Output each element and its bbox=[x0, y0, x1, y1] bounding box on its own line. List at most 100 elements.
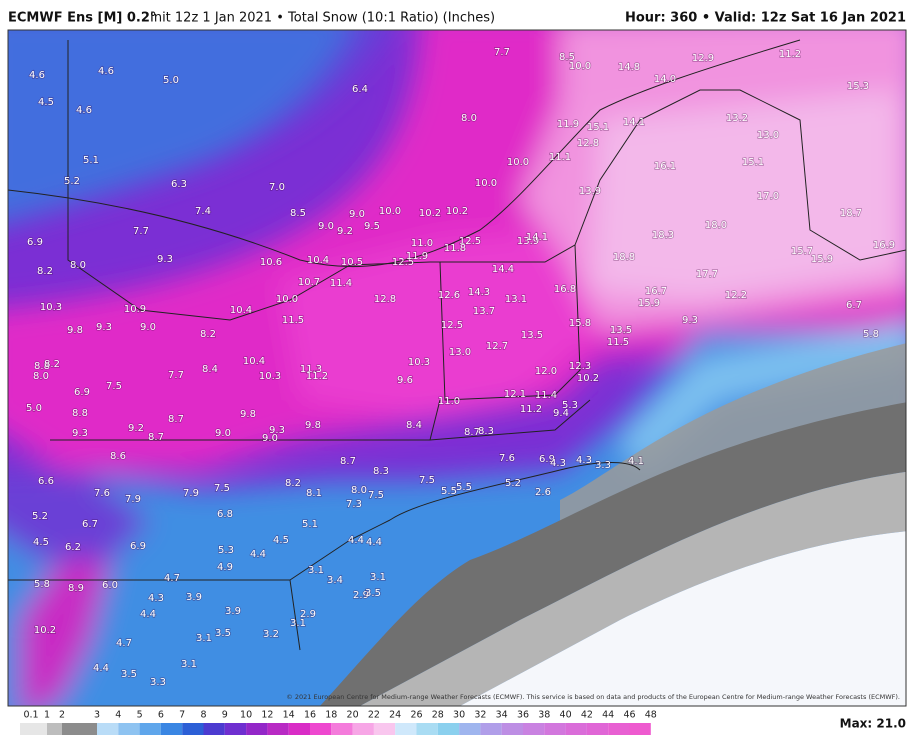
snow-total-label: 8.2 bbox=[37, 266, 53, 277]
snow-total-label: 7.4 bbox=[195, 206, 211, 217]
snow-total-label: 10.6 bbox=[260, 257, 282, 268]
colorbar-swatch bbox=[586, 723, 609, 735]
snow-total-label: 9.0 bbox=[140, 322, 156, 333]
snow-total-label: 7.9 bbox=[125, 494, 141, 505]
snow-total-label: 15.9 bbox=[638, 298, 660, 309]
colorbar-swatch bbox=[288, 723, 310, 735]
max-value: Max: 21.0 bbox=[840, 717, 906, 731]
snow-total-label: 6.9 bbox=[539, 454, 555, 465]
colorbar-tick-label: 40 bbox=[560, 710, 572, 721]
snow-total-label: 15.1 bbox=[587, 122, 609, 133]
snow-total-label: 3.9 bbox=[186, 592, 202, 603]
colorbar-tick-label: 12 bbox=[261, 710, 273, 721]
snow-total-label: 11.2 bbox=[306, 371, 328, 382]
snow-total-label: 9.0 bbox=[349, 209, 365, 220]
snow-total-label: 8.6 bbox=[110, 451, 126, 462]
snow-total-label: 3.5 bbox=[121, 669, 137, 680]
colorbar-tick-label: 36 bbox=[517, 710, 529, 721]
snow-total-label: 12.1 bbox=[504, 389, 526, 400]
snow-total-label: 7.5 bbox=[419, 475, 435, 486]
colorbar-tick-label: 14 bbox=[283, 710, 295, 721]
colorbar-tick-label: 38 bbox=[538, 710, 550, 721]
colorbar-swatch bbox=[20, 723, 47, 735]
colorbar-swatch bbox=[501, 723, 523, 735]
snow-total-label: 18.8 bbox=[613, 252, 635, 263]
colorbar-tick-label: 32 bbox=[474, 710, 486, 721]
snow-total-label: 14.0 bbox=[654, 74, 676, 85]
snow-total-label: 8.3 bbox=[478, 426, 494, 437]
snow-total-label: 10.7 bbox=[298, 277, 320, 288]
snow-total-label: 8.4 bbox=[202, 364, 218, 375]
snow-total-label: 9.2 bbox=[337, 226, 353, 237]
snow-total-label: 3.1 bbox=[290, 618, 306, 629]
colorbar-tick-label: 2 bbox=[59, 710, 65, 721]
snow-total-label: 7.7 bbox=[168, 370, 184, 381]
colorbar-tick-label: 10 bbox=[240, 710, 252, 721]
snow-total-label: 10.2 bbox=[419, 208, 441, 219]
snow-total-label: 4.3 bbox=[576, 455, 592, 466]
snow-total-label: 9.0 bbox=[318, 221, 334, 232]
snow-total-label: 11.5 bbox=[607, 337, 629, 348]
snow-total-label: 11.5 bbox=[282, 315, 304, 326]
snow-total-label: 9.2 bbox=[128, 423, 144, 434]
snow-total-label: 14.1 bbox=[623, 117, 645, 128]
snow-total-label: 12.6 bbox=[438, 290, 460, 301]
snow-total-label: 6.9 bbox=[27, 237, 43, 248]
colorbar-swatch bbox=[416, 723, 438, 735]
colorbar-swatch bbox=[267, 723, 289, 735]
snow-total-label: 7.6 bbox=[94, 488, 110, 499]
snow-total-label: 12.8 bbox=[577, 138, 599, 149]
snow-total-label: 17.0 bbox=[757, 191, 779, 202]
colorbar-swatch bbox=[224, 723, 247, 735]
snow-total-label: 8.7 bbox=[340, 456, 356, 467]
snow-total-label: 8.0 bbox=[461, 113, 477, 124]
snow-total-label: 4.3 bbox=[550, 458, 566, 469]
snow-total-label: 18.7 bbox=[840, 208, 862, 219]
snow-total-label: 14.1 bbox=[526, 232, 548, 243]
colorbar-swatch bbox=[523, 723, 545, 735]
colorbar-swatch bbox=[459, 723, 481, 735]
colorbar-tick-label: 18 bbox=[325, 710, 337, 721]
colorbar-swatch bbox=[203, 723, 225, 735]
snow-total-label: 8.8 bbox=[34, 361, 50, 372]
snow-total-label: 3.2 bbox=[263, 629, 279, 640]
snow-total-label: 10.4 bbox=[307, 255, 329, 266]
colorbar-swatch bbox=[246, 723, 268, 735]
colorbar-tick-label: 24 bbox=[389, 710, 401, 721]
snow-total-label: 11.9 bbox=[406, 251, 428, 262]
snow-total-label: 8.0 bbox=[351, 485, 367, 496]
snow-total-label: 5.2 bbox=[505, 478, 521, 489]
snow-total-label: 11.4 bbox=[330, 278, 352, 289]
ocean-band-darker bbox=[320, 402, 906, 706]
colorbar-swatch bbox=[310, 723, 332, 735]
snow-total-label: 11.2 bbox=[779, 49, 801, 60]
snow-total-label: 5.1 bbox=[302, 519, 318, 530]
snow-total-label: 10.0 bbox=[569, 61, 591, 72]
snow-total-label: 14.3 bbox=[468, 287, 490, 298]
snow-total-label: 4.4 bbox=[366, 537, 382, 548]
snow-total-label: 6.8 bbox=[217, 509, 233, 520]
snow-total-label: 3.1 bbox=[308, 565, 324, 576]
colorbar-tick-label: 4 bbox=[115, 710, 121, 721]
colorbar-swatch bbox=[182, 723, 204, 735]
snow-total-label: 9.8 bbox=[240, 409, 256, 420]
colorbar-tick-label: 22 bbox=[368, 710, 380, 721]
snow-total-label: 4.6 bbox=[76, 105, 92, 116]
snow-total-label: 9.3 bbox=[72, 428, 88, 439]
snow-total-label: 5.5 bbox=[456, 482, 472, 493]
snow-total-label: 9.3 bbox=[157, 254, 173, 265]
ocean-band-light bbox=[360, 471, 906, 706]
valid-time: Hour: 360 • Valid: 12z Sat 16 Jan 2021 bbox=[625, 11, 906, 26]
snow-total-label: 9.3 bbox=[96, 322, 112, 333]
snow-total-label: 15.7 bbox=[791, 246, 813, 257]
snow-total-label: 3.4 bbox=[327, 575, 343, 586]
colorbar-swatch bbox=[47, 723, 62, 735]
snow-total-label: 9.0 bbox=[215, 428, 231, 439]
colorbar-swatch bbox=[118, 723, 140, 735]
snow-total-label: 13.9 bbox=[517, 236, 539, 247]
colorbar-tick-label: 46 bbox=[623, 710, 635, 721]
colorbar-tick-label: 34 bbox=[496, 710, 508, 721]
map bbox=[8, 30, 906, 706]
snow-total-label: 13.5 bbox=[610, 325, 632, 336]
